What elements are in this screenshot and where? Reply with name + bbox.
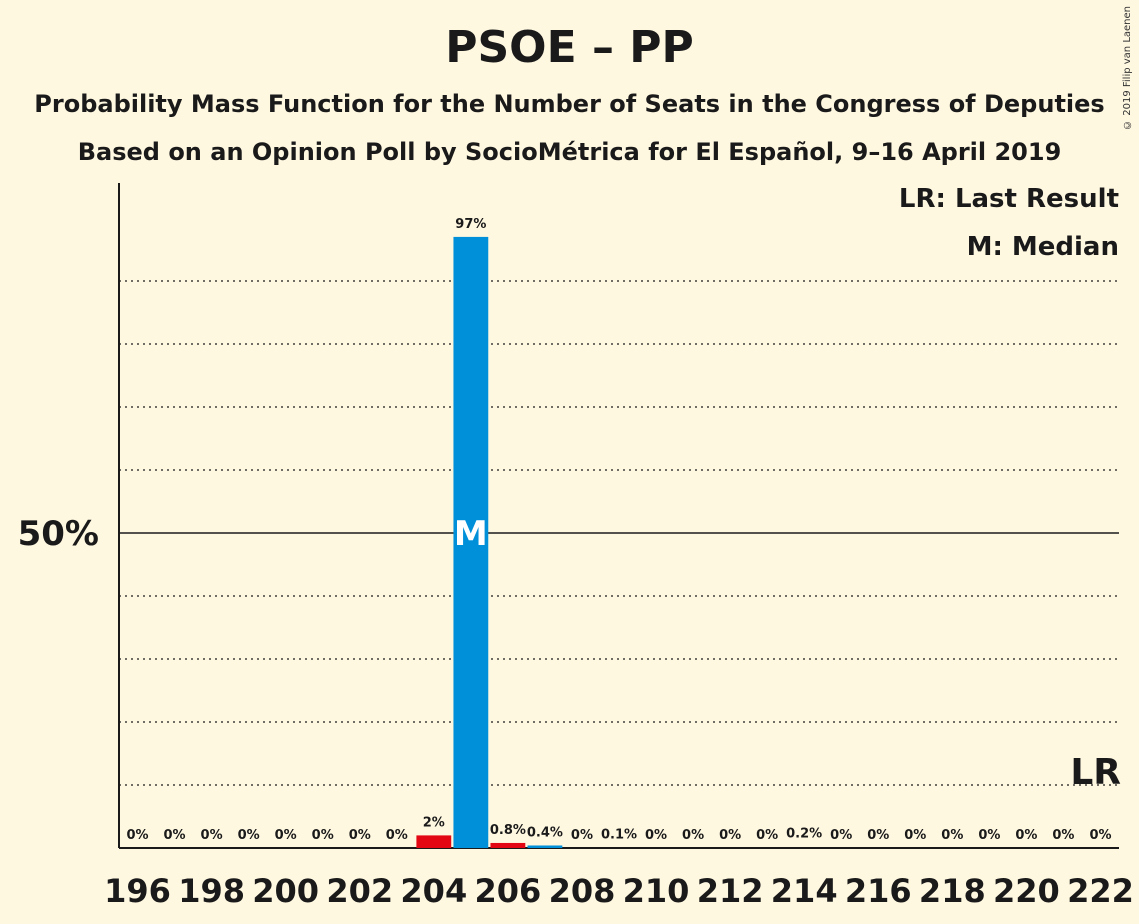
x-tick-label: 216 [845,872,912,910]
bar-label-206: 0.8% [490,823,526,838]
bar-label-217: 0% [904,828,926,843]
bar-label-215: 0% [830,828,852,843]
median-marker: M [454,514,488,554]
y-tick-label: 50% [18,514,99,554]
legend-last-result: LR: Last Result [898,184,1119,214]
bar-205 [453,236,489,848]
bar-label-202: 0% [349,828,371,843]
bar-label-205: 97% [455,217,486,232]
bar-207 [527,845,563,848]
bar-label-216: 0% [867,828,889,843]
bar-label-208: 0% [571,828,593,843]
bar-label-211: 0% [682,828,704,843]
bar-label-197: 0% [164,828,186,843]
x-tick-label: 220 [993,872,1060,910]
chart-source-line: Based on an Opinion Poll by SocioMétrica… [77,138,1062,166]
chart-title: PSOE – PP [445,22,694,73]
x-tick-label: 218 [919,872,986,910]
bar-204 [416,835,452,848]
bar-label-198: 0% [201,828,223,843]
bar-label-213: 0% [756,828,778,843]
legend-median: M: Median [966,232,1119,262]
bar-label-220: 0% [1015,828,1037,843]
bar-label-219: 0% [978,828,1000,843]
bar-label-222: 0% [1089,828,1111,843]
x-tick-label: 206 [474,872,541,910]
bar-label-212: 0% [719,828,741,843]
last-result-marker: LR [1070,752,1121,793]
bar-label-221: 0% [1052,828,1074,843]
x-tick-label: 222 [1067,872,1134,910]
bar-label-200: 0% [275,828,297,843]
bar-label-214: 0.2% [786,827,822,842]
x-tick-label: 204 [400,872,467,910]
x-tick-label: 214 [771,872,838,910]
bar-label-203: 0% [386,828,408,843]
bar-label-207: 0.4% [527,825,563,840]
bar-label-210: 0% [645,828,667,843]
x-tick-label: 200 [252,872,319,910]
x-tick-label: 202 [326,872,393,910]
bar-label-204: 2% [423,815,445,830]
bar-label-209: 0.1% [601,827,637,842]
bar-label-201: 0% [312,828,334,843]
x-tick-label: 208 [549,872,616,910]
chart-subtitle: Probability Mass Function for the Number… [34,90,1105,118]
bar-label-196: 0% [126,828,148,843]
bar-206 [490,842,526,848]
x-tick-label: 196 [104,872,171,910]
x-tick-label: 198 [178,872,245,910]
bar-label-199: 0% [238,828,260,843]
bar-label-218: 0% [941,828,963,843]
x-tick-label: 210 [623,872,690,910]
x-tick-label: 212 [697,872,764,910]
